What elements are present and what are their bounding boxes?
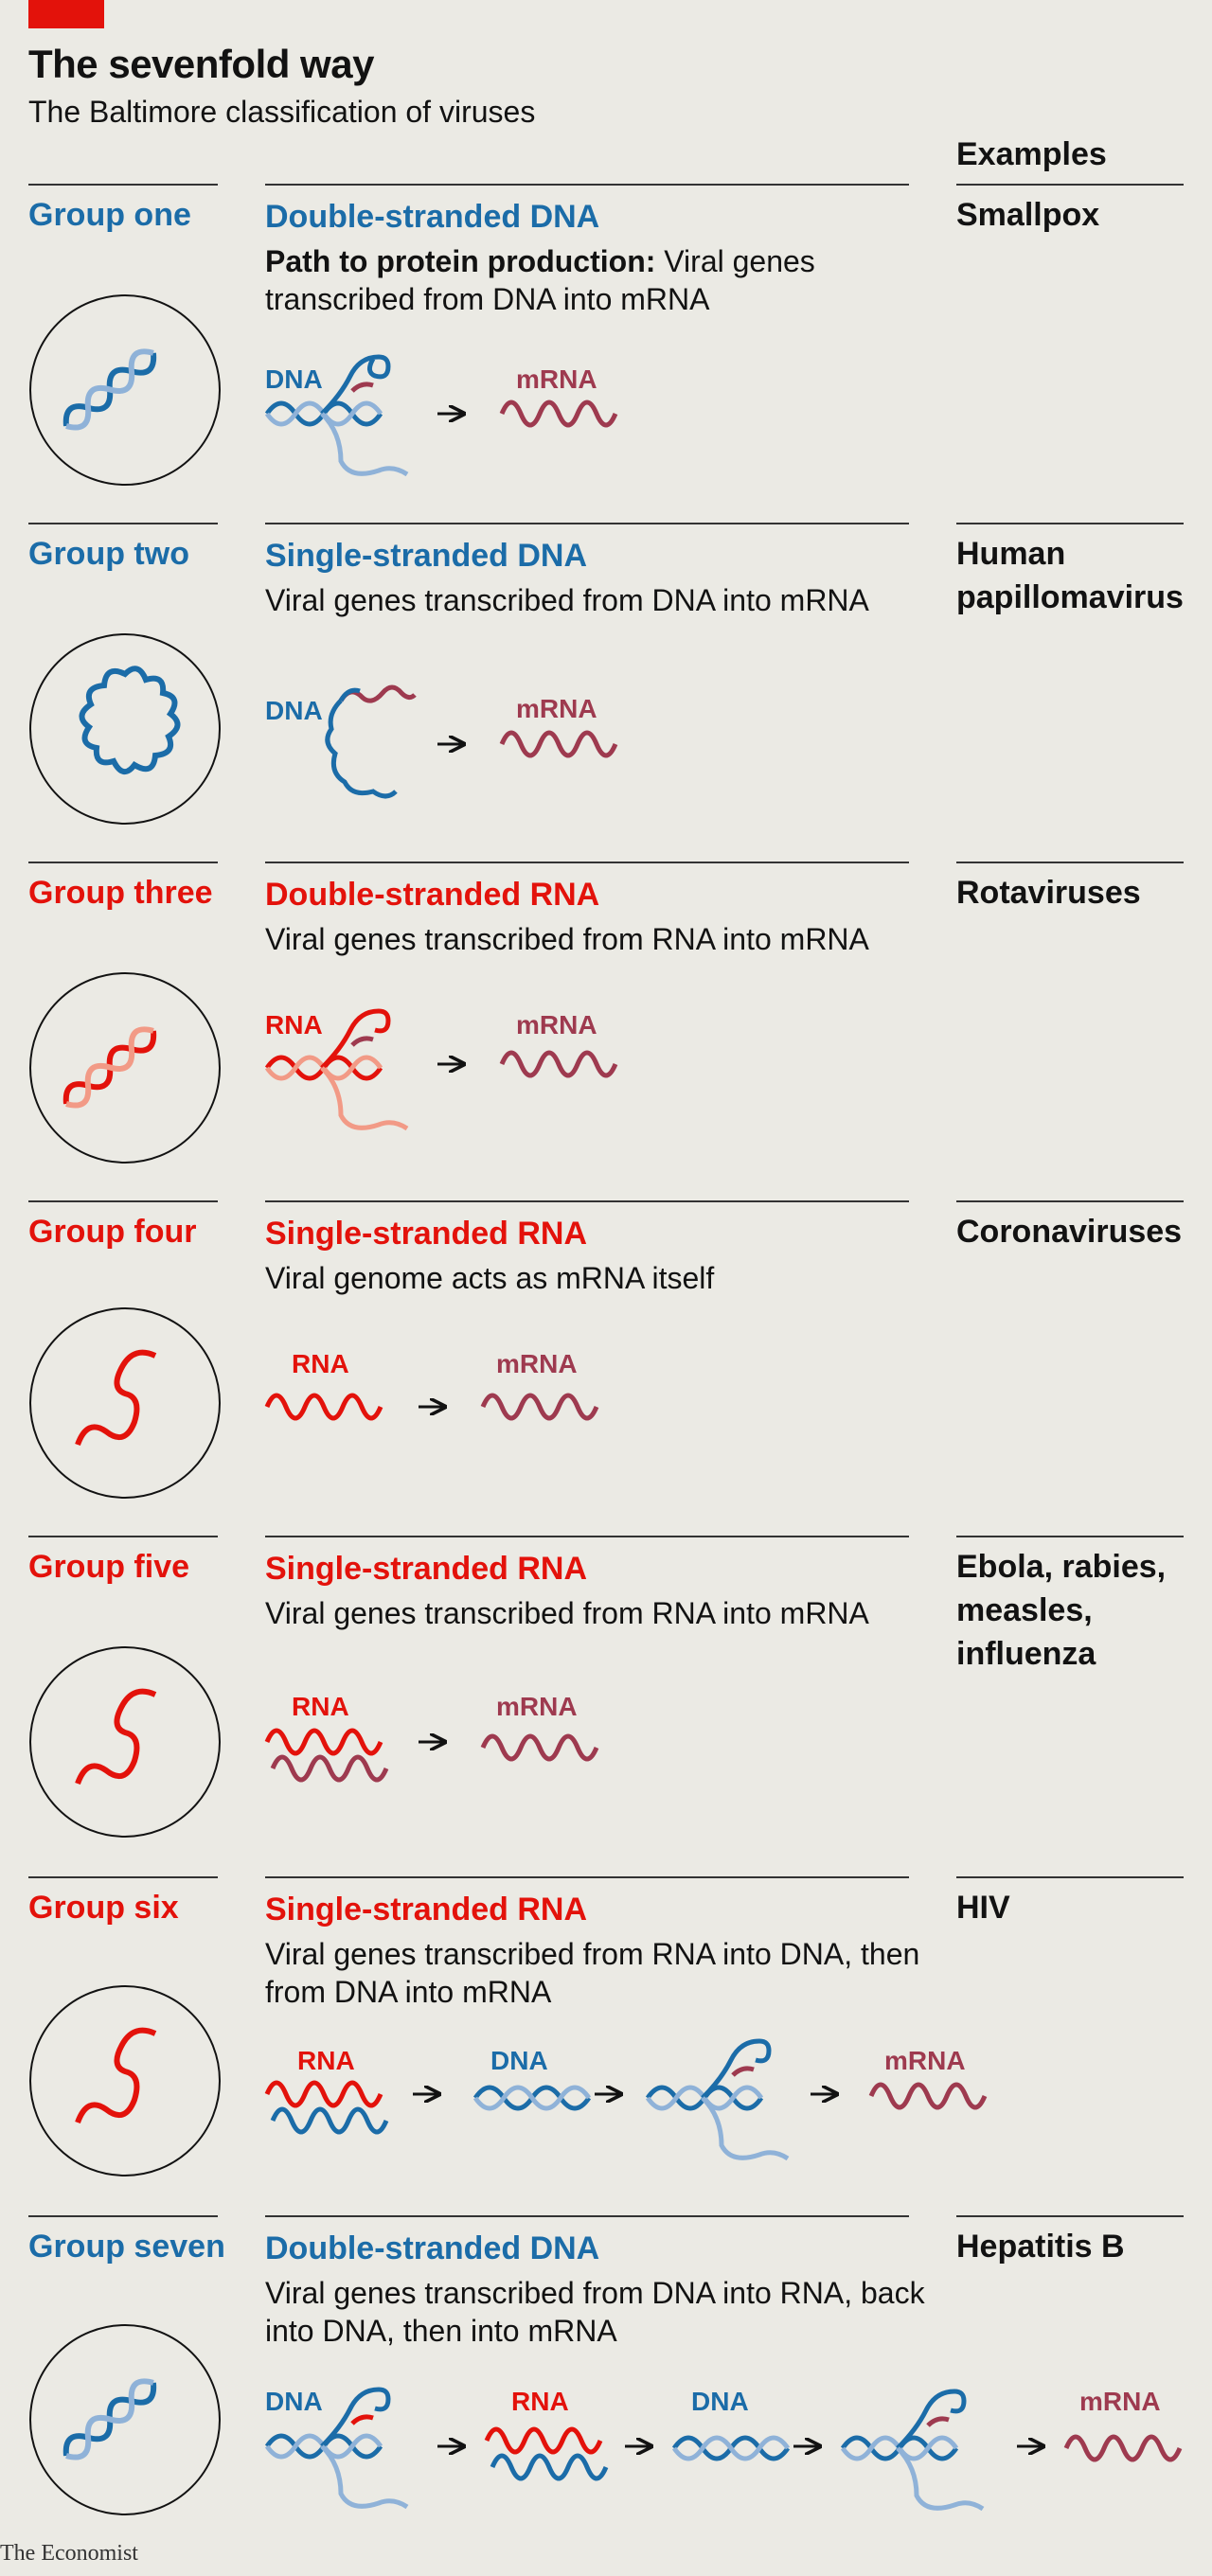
rna-wave-icon	[487, 2429, 600, 2452]
label-mrna: mRNA	[516, 1010, 597, 1039]
group-name: Group four	[28, 1214, 197, 1250]
ss-rna-wave-icon	[267, 2083, 381, 2105]
group-name: Group three	[28, 875, 213, 911]
label-rna: RNA	[292, 1349, 349, 1378]
ds-dna-helix-icon	[60, 345, 160, 434]
group-type: Double-stranded DNA	[265, 2230, 600, 2266]
ds-dna-unwinding-icon	[267, 2387, 409, 2510]
virion-circle	[29, 1985, 221, 2176]
mrna-wave-icon	[483, 1395, 597, 1418]
group-type: Single-stranded RNA	[265, 1892, 588, 1928]
ss-dna-loop-icon	[325, 684, 417, 799]
ds-rna-helix-icon	[60, 1022, 160, 1111]
group-example: Rotaviruses	[956, 875, 1141, 911]
group-name: Group six	[28, 1890, 179, 1926]
label-dna: DNA	[265, 696, 323, 725]
label-dna: DNA	[490, 2046, 548, 2075]
group-example: Ebola, rabies, measles, influenza	[956, 1549, 1167, 1672]
ds-dna-helix-icon	[475, 2087, 589, 2108]
label-mrna: mRNA	[516, 364, 597, 394]
label-mrna: mRNA	[1079, 2387, 1161, 2416]
label-dna: DNA	[265, 2387, 323, 2416]
source-credit: The Economist	[0, 2541, 138, 2566]
mrna-wave-icon	[1066, 2437, 1180, 2460]
ds-rna-unwinding-icon	[267, 1008, 409, 1131]
virion-circle	[29, 972, 221, 1164]
ds-dna-helix-icon	[60, 2374, 160, 2463]
chart-subtitle: The Baltimore classification of viruses	[28, 95, 536, 129]
mrna-wave-icon	[502, 402, 615, 425]
circular-ss-dna-icon	[79, 666, 181, 774]
ss-rna-strand-icon	[75, 2027, 157, 2124]
label-dna: DNA	[691, 2387, 749, 2416]
group-name: Group one	[28, 197, 191, 233]
group-description: Viral genes transcribed from RNA into mR…	[265, 1596, 869, 1630]
group-description: Viral genes transcribed from RNA into DN…	[265, 1937, 920, 2009]
ds-dna-unwinding-icon	[267, 354, 409, 477]
group-example: HIV	[956, 1890, 1010, 1926]
group-description: Viral genes transcribed from DNA into RN…	[265, 2276, 925, 2348]
group-example: Hepatitis B	[956, 2229, 1125, 2265]
dna-wave-icon	[273, 2109, 386, 2132]
label-rna: RNA	[265, 1010, 323, 1039]
ds-dna-unwinding-icon	[648, 2038, 790, 2161]
mrna-wave-icon	[502, 733, 615, 755]
ss-rna-wave-icon	[267, 1731, 381, 1753]
brand-red-bar	[28, 0, 104, 28]
complement-wave-icon	[273, 1757, 386, 1780]
group-description: Viral genes transcribed from RNA into mR…	[265, 922, 869, 956]
label-dna: DNA	[265, 364, 323, 394]
mrna-wave-icon	[871, 2085, 985, 2107]
group-example: Human papillomavirus	[956, 536, 1184, 615]
ss-rna-strand-icon	[75, 1349, 157, 1447]
ds-dna-unwinding-icon	[843, 2389, 985, 2512]
mrna-wave-icon	[502, 1053, 615, 1075]
group-type: Single-stranded RNA	[265, 1551, 588, 1587]
virion-circle	[29, 2324, 221, 2515]
group-name: Group seven	[28, 2229, 225, 2265]
group-example: Coronaviruses	[956, 1214, 1183, 1250]
group-name: Group five	[28, 1549, 190, 1585]
virion-circle	[29, 1307, 221, 1499]
label-mrna: mRNA	[496, 1692, 578, 1721]
group-description: Viral genes transcribed from DNA into mR…	[265, 583, 869, 617]
examples-heading: Examples	[956, 136, 1107, 172]
group-description: Path to protein production: Viral genes …	[265, 244, 815, 316]
group-type: Single-stranded DNA	[265, 538, 588, 574]
mrna-wave-icon	[483, 1736, 597, 1759]
label-rna: RNA	[511, 2387, 569, 2416]
label-rna: RNA	[297, 2046, 355, 2075]
group-type: Double-stranded RNA	[265, 877, 600, 913]
group-type: Single-stranded RNA	[265, 1216, 588, 1252]
label-mrna: mRNA	[496, 1349, 578, 1378]
virion-circle	[29, 294, 221, 486]
ds-dna-helix-icon	[674, 2438, 788, 2459]
ss-rna-wave-icon	[267, 1395, 381, 1418]
chart-title: The sevenfold way	[28, 42, 374, 86]
group-description: Viral genome acts as mRNA itself	[265, 1261, 715, 1295]
group-example: Smallpox	[956, 197, 1100, 233]
label-rna: RNA	[292, 1692, 349, 1721]
label-mrna: mRNA	[516, 694, 597, 723]
group-type: Double-stranded DNA	[265, 199, 600, 235]
ss-rna-strand-icon	[75, 1688, 157, 1785]
label-mrna: mRNA	[884, 2046, 966, 2075]
virion-circle	[29, 1646, 221, 1838]
dna-wave-icon	[492, 2456, 606, 2478]
virion-circle	[29, 633, 221, 825]
group-name: Group two	[28, 536, 189, 572]
